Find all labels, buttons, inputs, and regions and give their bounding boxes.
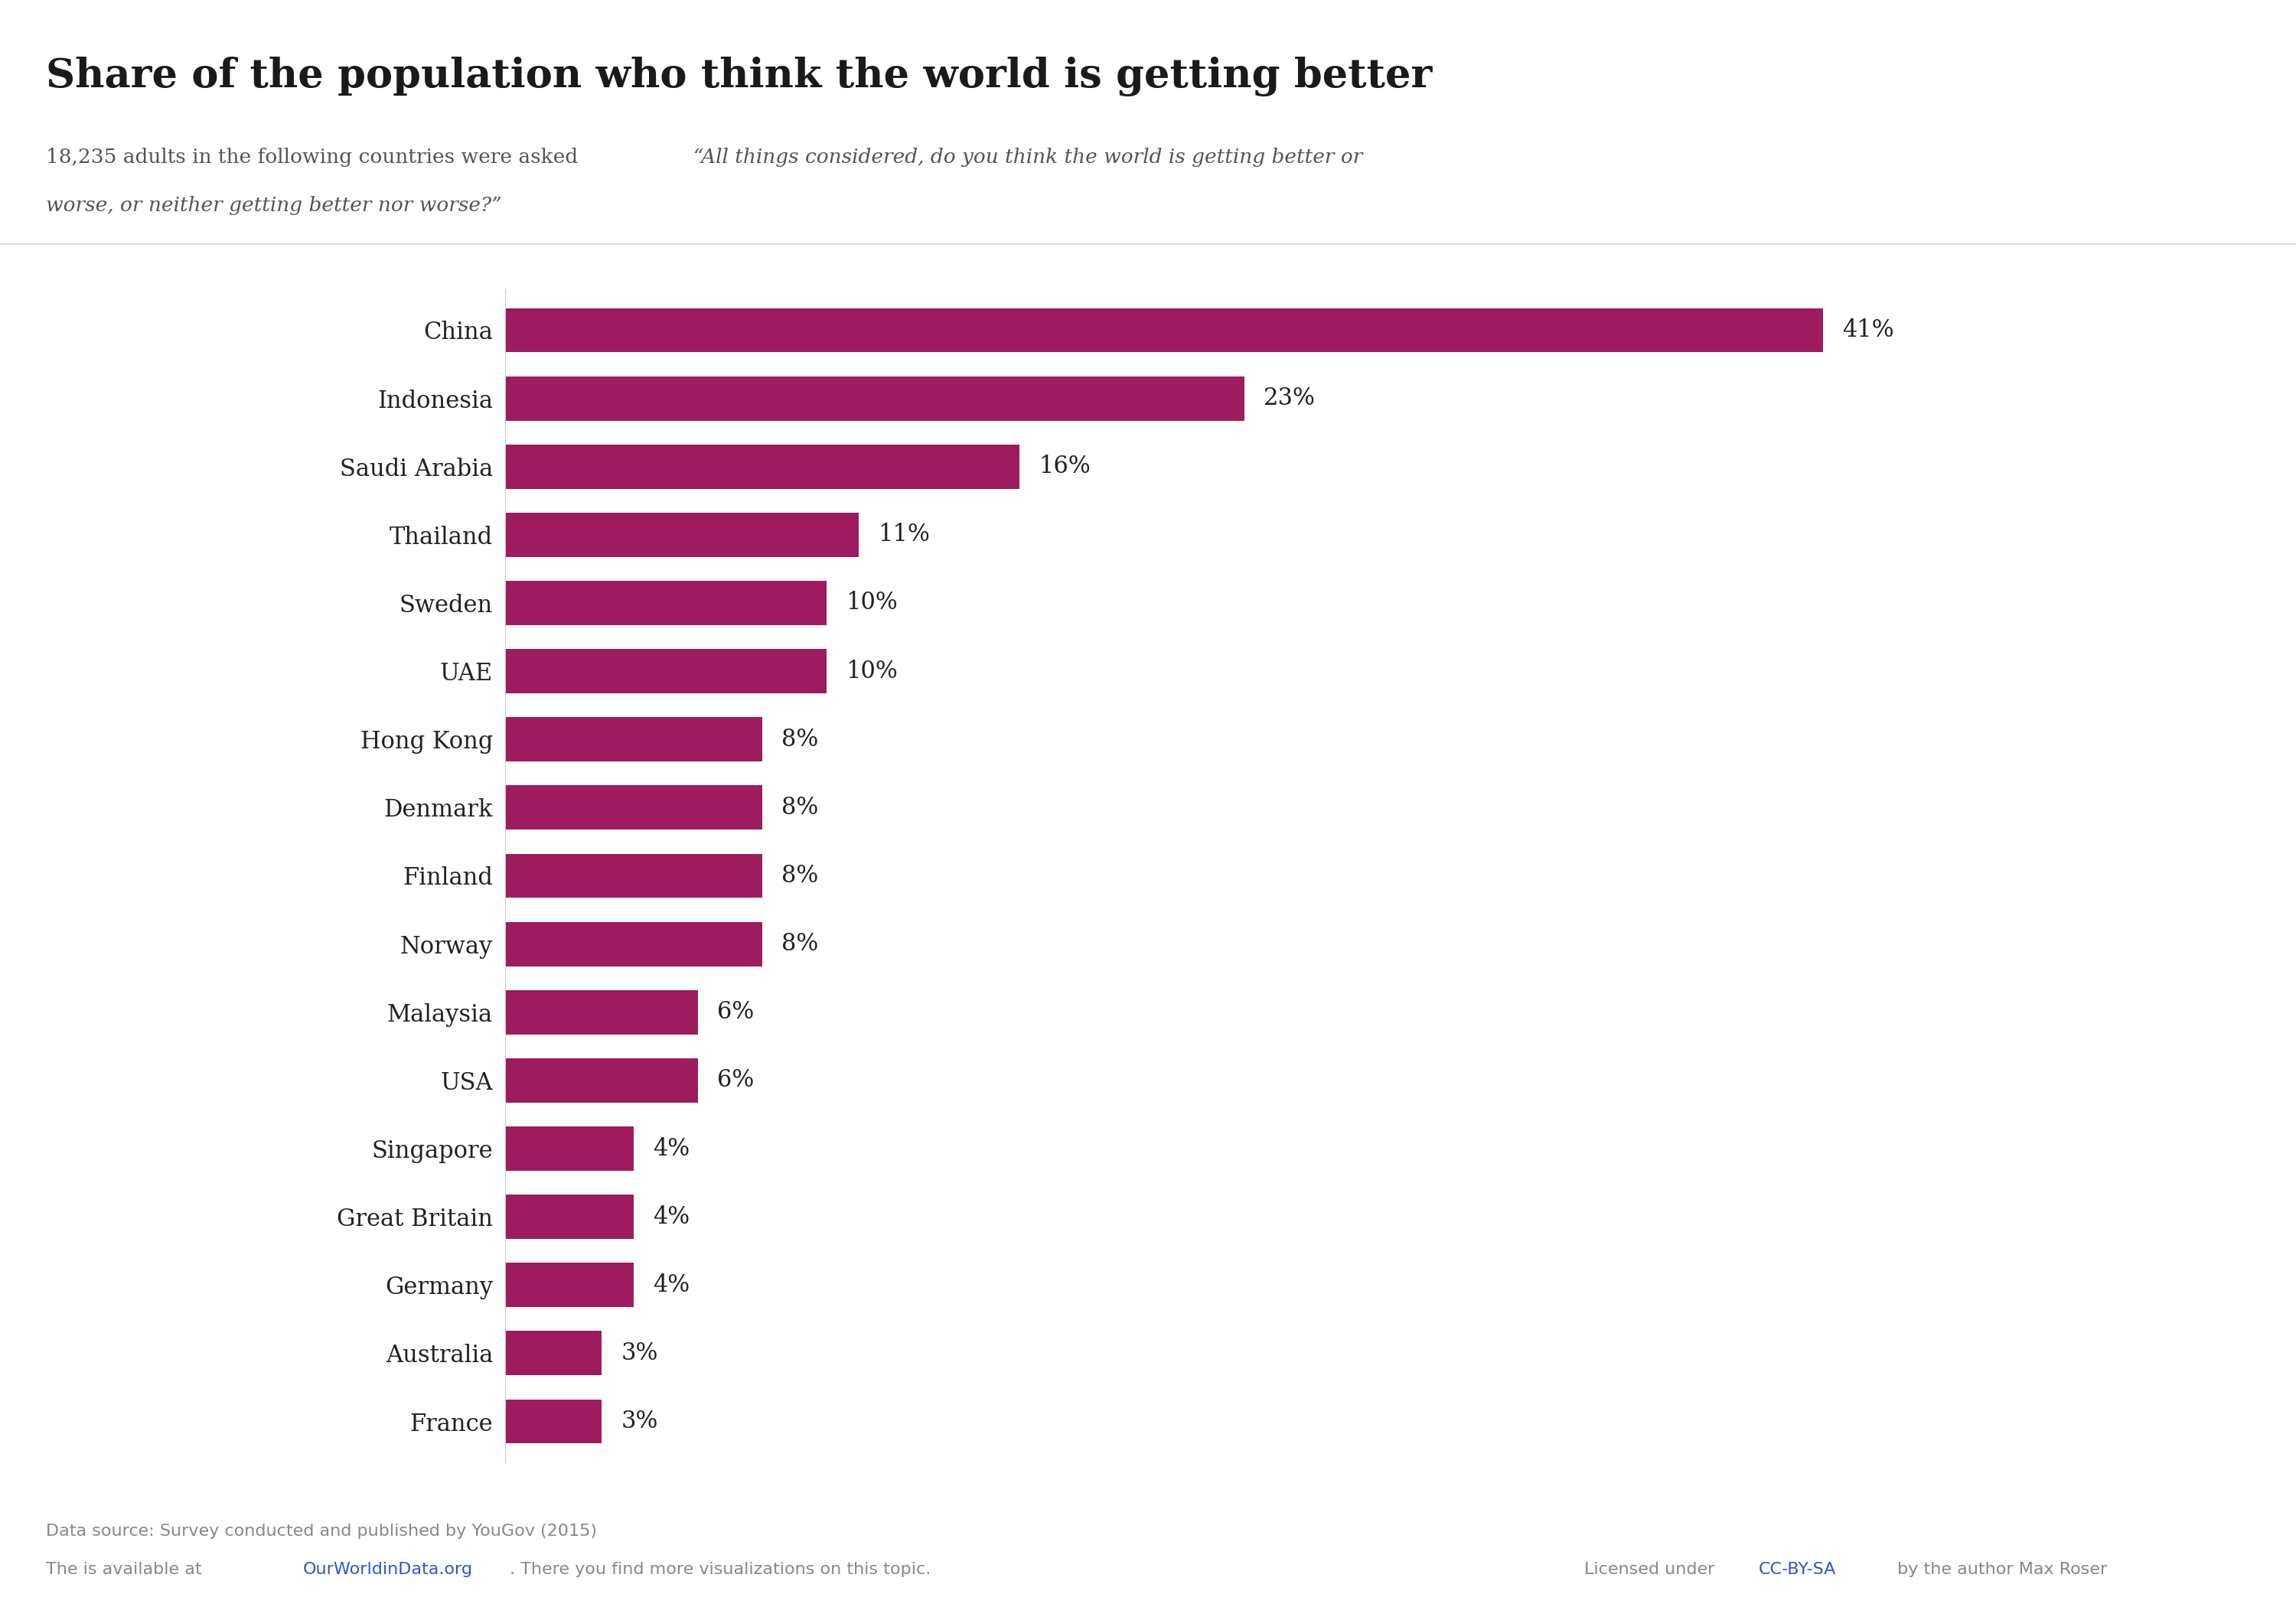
Text: . There you find more visualizations on this topic.: . There you find more visualizations on … [510, 1562, 930, 1578]
Text: 3%: 3% [620, 1409, 659, 1433]
Bar [505, 717, 762, 762]
Bar [505, 513, 859, 558]
Text: in Data: in Data [2128, 88, 2193, 106]
Text: 8%: 8% [781, 728, 817, 750]
Text: The is available at: The is available at [46, 1562, 207, 1578]
Text: 4%: 4% [652, 1136, 689, 1160]
Text: 4%: 4% [652, 1273, 689, 1297]
Text: Share of the population who think the world is getting better: Share of the population who think the wo… [46, 56, 1433, 96]
Bar [505, 990, 698, 1035]
Text: 10%: 10% [845, 591, 898, 615]
Bar [505, 853, 762, 898]
Text: 6%: 6% [716, 1001, 753, 1024]
Text: 16%: 16% [1038, 455, 1091, 479]
Text: 8%: 8% [781, 932, 817, 956]
Text: Data source: Survey conducted and published by YouGov (2015): Data source: Survey conducted and publis… [46, 1523, 597, 1540]
Text: Our World: Our World [2112, 45, 2209, 63]
Bar [505, 1263, 634, 1306]
Text: 23%: 23% [1263, 387, 1316, 410]
Bar [505, 445, 1019, 489]
Text: by the author Max Roser: by the author Max Roser [1892, 1562, 2108, 1578]
Bar [505, 649, 827, 693]
Bar [505, 786, 762, 829]
Text: OurWorldinData.org: OurWorldinData.org [303, 1562, 473, 1578]
Text: Licensed under: Licensed under [1584, 1562, 1720, 1578]
Bar [505, 1059, 698, 1102]
Bar [505, 922, 762, 966]
Bar [505, 580, 827, 625]
Bar [505, 1400, 602, 1443]
Text: 8%: 8% [781, 795, 817, 820]
Text: 11%: 11% [877, 522, 930, 546]
Text: CC-BY-SA: CC-BY-SA [1759, 1562, 1837, 1578]
Bar [505, 376, 1244, 421]
Bar [505, 1194, 634, 1239]
Text: “All things considered, do you think the world is getting better or: “All things considered, do you think the… [693, 148, 1362, 167]
Text: 4%: 4% [652, 1205, 689, 1229]
Text: worse, or neither getting better nor worse?”: worse, or neither getting better nor wor… [46, 196, 503, 215]
Text: 8%: 8% [781, 865, 817, 887]
Bar [505, 309, 1823, 352]
Text: 6%: 6% [716, 1069, 753, 1093]
Text: 18,235 adults in the following countries were asked: 18,235 adults in the following countries… [46, 148, 583, 167]
Bar [505, 1127, 634, 1172]
Bar [505, 1331, 602, 1376]
Text: 3%: 3% [620, 1342, 659, 1364]
Text: 10%: 10% [845, 659, 898, 683]
Text: 41%: 41% [1841, 318, 1894, 342]
